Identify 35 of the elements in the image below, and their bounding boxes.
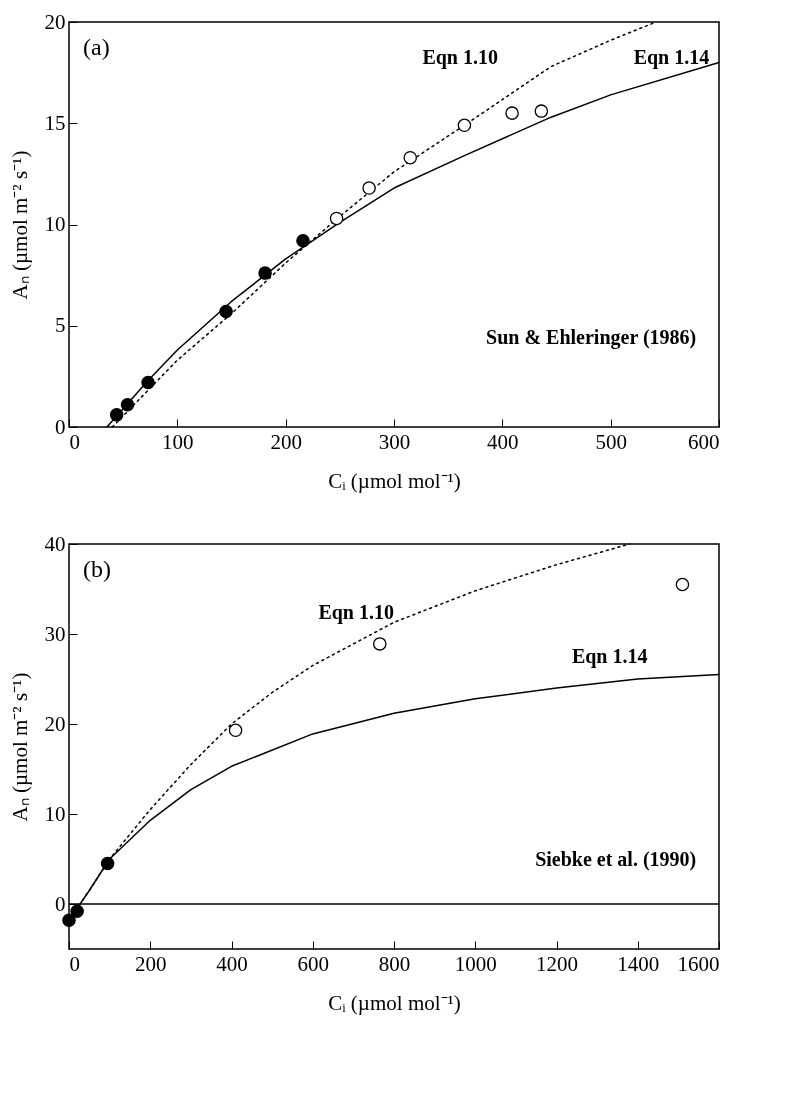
x-tick-label: 300 xyxy=(378,429,411,454)
x-axis-title: Cᵢ (µmol mol⁻¹) xyxy=(328,990,461,1015)
y-axis-title: Aₙ (µmol m⁻² s⁻¹) xyxy=(7,672,32,822)
x-tick-label: 1000 xyxy=(454,951,497,976)
y-tick-label: 40 xyxy=(44,531,66,556)
x-tick-label: 500 xyxy=(595,429,627,454)
annotation: Eqn 1.14 xyxy=(571,645,648,669)
annotation: Sun & Ehleringer (1986) xyxy=(486,325,697,349)
x-tick-label: 1400 xyxy=(617,951,660,976)
x-tick-label: 200 xyxy=(135,951,167,976)
annotation: Eqn 1.14 xyxy=(633,46,710,70)
x-tick-label: 600 xyxy=(297,951,329,976)
y-tick-label: 20 xyxy=(44,9,66,34)
y-axis-title: Aₙ (µmol m⁻² s⁻¹) xyxy=(7,150,32,300)
y-tick-label: 20 xyxy=(44,711,66,736)
annotation: Eqn 1.10 xyxy=(318,600,394,624)
y-tick-label: 5 xyxy=(55,313,66,338)
x-tick-label: 600 xyxy=(688,429,720,454)
x-tick-label: 400 xyxy=(216,951,248,976)
x-axis-title: Cᵢ (µmol mol⁻¹) xyxy=(328,468,461,493)
x-tick-label: 1600 xyxy=(677,951,720,976)
x-tick-label: 100 xyxy=(162,429,194,454)
annotation: Siebke et al. (1990) xyxy=(535,847,697,871)
text: (b) xyxy=(83,556,111,582)
x-tick-label: 400 xyxy=(487,429,519,454)
x-tick-label: 800 xyxy=(378,951,411,976)
y-tick-label: 10 xyxy=(44,801,66,826)
x-tick-label: 1200 xyxy=(536,951,578,976)
text: (a) xyxy=(83,34,110,60)
y-tick-label: 10 xyxy=(44,212,66,236)
y-tick-label: 0 xyxy=(55,891,66,916)
y-tick-label: 15 xyxy=(44,110,66,135)
x-tick-label: 200 xyxy=(270,429,302,454)
y-tick-label: 30 xyxy=(44,621,66,646)
annotation: Eqn 1.10 xyxy=(422,46,498,70)
